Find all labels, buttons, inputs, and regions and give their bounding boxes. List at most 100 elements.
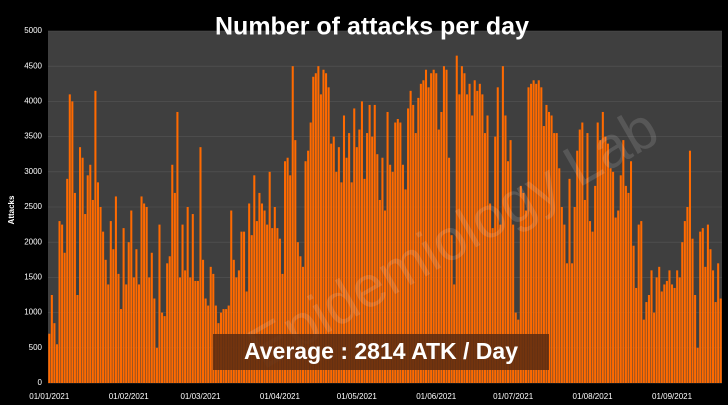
bar: [289, 175, 292, 383]
x-tick-label: 01/08/2021: [573, 392, 614, 401]
bar: [581, 122, 584, 384]
y-tick-label: 0: [38, 378, 43, 387]
x-tick-label: 01/06/2021: [416, 392, 457, 401]
bar: [81, 157, 84, 383]
bar: [58, 221, 61, 383]
bar: [184, 270, 187, 383]
bar: [235, 277, 238, 383]
bar: [209, 266, 212, 383]
bar: [253, 175, 256, 383]
bar: [386, 111, 389, 384]
bar: [71, 101, 74, 384]
bar: [445, 69, 448, 383]
bar: [478, 83, 481, 384]
bar: [342, 115, 346, 383]
bar: [688, 150, 691, 383]
bar: [96, 182, 99, 383]
bar: [76, 295, 79, 383]
bar: [304, 161, 307, 383]
bar: [494, 136, 497, 383]
bar: [271, 228, 274, 383]
bar: [68, 94, 71, 384]
bar: [612, 171, 615, 383]
bar: [450, 235, 453, 383]
y-tick-label: 1500: [24, 273, 42, 282]
bar: [281, 273, 284, 383]
bar: [635, 287, 638, 383]
bar: [371, 136, 374, 383]
bar: [573, 207, 576, 383]
bar: [519, 185, 522, 383]
bar: [414, 133, 417, 383]
bar: [568, 178, 571, 383]
bar: [412, 104, 415, 384]
bar: [473, 80, 476, 383]
bar: [307, 150, 310, 383]
bar: [696, 347, 699, 383]
bar: [714, 302, 717, 383]
bar: [268, 171, 271, 383]
bar: [653, 312, 656, 383]
bar: [476, 90, 479, 383]
x-tick-label: 01/05/2021: [337, 392, 378, 401]
bar: [112, 249, 115, 383]
bar: [440, 111, 443, 384]
bar: [596, 122, 599, 384]
bar: [127, 242, 130, 383]
bar: [168, 256, 171, 383]
bar: [432, 69, 435, 383]
bar: [389, 164, 392, 383]
bar: [173, 192, 176, 383]
bar: [125, 284, 128, 383]
bar: [163, 316, 166, 383]
bar: [463, 73, 466, 384]
bar: [550, 115, 553, 383]
bar: [701, 228, 704, 383]
bar: [284, 161, 287, 383]
bar: [437, 129, 440, 383]
annotation: Average : 2814 ATK / Day: [244, 338, 518, 364]
bar: [542, 126, 545, 383]
bar: [337, 147, 340, 383]
bar: [286, 157, 289, 383]
bar: [683, 221, 686, 383]
bar: [258, 192, 261, 383]
bar: [678, 277, 681, 383]
annotation-box: [213, 334, 549, 370]
bar: [102, 231, 105, 383]
bar: [663, 284, 666, 383]
bar: [291, 66, 294, 383]
bar: [606, 143, 609, 383]
bar: [117, 273, 120, 383]
bar: [66, 178, 69, 383]
bar: [650, 270, 653, 383]
bar: [309, 122, 312, 384]
bar: [435, 73, 438, 384]
x-tick-label: 01/01/2021: [29, 392, 70, 401]
bar: [483, 133, 486, 383]
y-tick-label: 500: [29, 343, 43, 352]
x-tick-label: 01/03/2021: [180, 392, 221, 401]
bar: [545, 104, 548, 384]
bar: [571, 263, 574, 383]
bar: [266, 224, 269, 383]
bar: [260, 203, 264, 383]
bar: [586, 133, 589, 383]
bar: [114, 196, 117, 383]
bar: [448, 157, 451, 383]
bar: [135, 249, 138, 383]
bar: [560, 207, 563, 383]
bar: [655, 277, 658, 383]
bar: [317, 66, 320, 383]
bar: [594, 185, 597, 383]
bar: [504, 115, 507, 383]
bar: [332, 136, 335, 383]
bar: [345, 157, 348, 383]
bar: [401, 164, 404, 383]
bar: [325, 73, 328, 384]
bar: [299, 256, 302, 383]
bar: [140, 196, 143, 383]
bar: [314, 73, 317, 384]
bar: [207, 305, 210, 383]
